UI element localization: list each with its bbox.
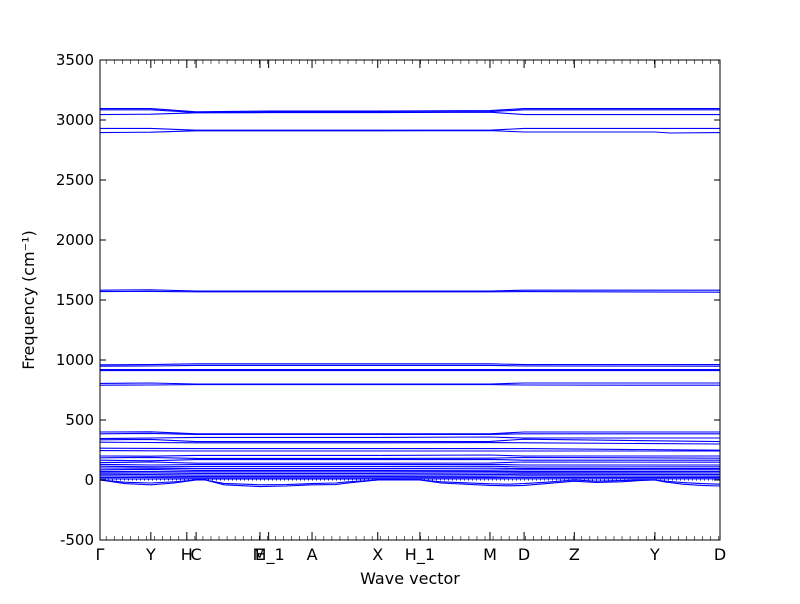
y-tick-label-5: 2000 [56, 231, 94, 249]
x-tick-label-7: X [372, 545, 383, 564]
y-tick-label-4: 1500 [56, 291, 94, 309]
x-tick-label-11: Z [569, 545, 580, 564]
y-tick-label-0: -500 [60, 531, 94, 549]
y-tick-label-2: 500 [65, 411, 94, 429]
branch-line-24 [100, 464, 720, 465]
x-tick-label-0: Γ [96, 545, 105, 564]
y-tick-label-6: 2500 [56, 171, 94, 189]
y-tick-label-7: 3000 [56, 111, 94, 129]
x-tick-label-1: Y [145, 545, 156, 564]
branch-line-6 [100, 291, 720, 292]
x-tick-label-5: M_1 [253, 545, 285, 565]
x-tick-label-3: C [191, 545, 202, 564]
x-tick-label-12: Y [649, 545, 660, 564]
branch-line-31 [100, 476, 720, 477]
y-axis-label: Frequency (cm⁻¹) [19, 230, 38, 369]
y-tick-label-8: 3500 [56, 51, 94, 69]
x-tick-label-8: H_1 [405, 545, 435, 565]
x-tick-label-6: A [307, 545, 318, 564]
y-tick-label-1: 0 [84, 471, 94, 489]
y-tick-label-3: 1000 [56, 351, 94, 369]
x-tick-label-9: M [483, 545, 497, 564]
x-axis-label: Wave vector [360, 569, 460, 588]
branch-line-29 [100, 473, 720, 474]
branch-line-12 [100, 385, 720, 386]
x-tick-label-13: D [714, 545, 726, 564]
branch-line-26 [100, 468, 720, 469]
x-tick-label-10: D [518, 545, 530, 564]
